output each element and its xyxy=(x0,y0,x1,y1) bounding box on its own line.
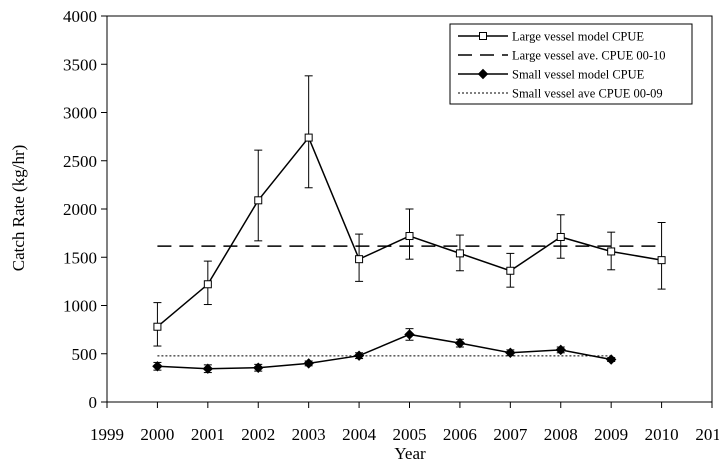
series-0 xyxy=(153,75,666,347)
y-tick-label: 0 xyxy=(89,393,98,412)
data-point xyxy=(304,133,313,142)
y-tick-label: 1500 xyxy=(63,248,97,267)
data-point xyxy=(555,344,566,356)
legend-label: Large vessel model CPUE xyxy=(512,30,644,44)
y-tick-label: 2000 xyxy=(63,200,97,219)
x-tick-label: 2010 xyxy=(645,425,679,444)
y-tick-label: 3000 xyxy=(63,104,97,123)
legend-swatch-marker xyxy=(479,32,487,40)
legend-swatch-marker xyxy=(477,68,489,80)
data-point xyxy=(153,322,162,331)
x-tick-label: 2003 xyxy=(292,425,326,444)
x-tick-label: 2005 xyxy=(393,425,427,444)
data-point xyxy=(152,361,163,372)
data-point xyxy=(303,358,314,369)
y-tick-label: 3500 xyxy=(63,55,97,74)
data-point xyxy=(203,280,212,289)
data-point xyxy=(605,354,617,365)
y-tick-label: 2500 xyxy=(63,152,97,171)
x-tick-label: 1999 xyxy=(90,425,124,444)
data-point xyxy=(405,232,414,241)
legend-label: Small vessel model CPUE xyxy=(512,68,645,82)
data-point xyxy=(404,329,415,340)
legend-label: Large vessel ave. CPUE 00-10 xyxy=(512,49,666,63)
data-point xyxy=(254,196,263,205)
y-tick-label: 1000 xyxy=(63,297,97,316)
data-point xyxy=(607,247,616,256)
y-axis-ticks: 0 500 1000 1500 2000 2500 3000 3500 4000 xyxy=(63,7,107,412)
data-point xyxy=(506,266,515,275)
legend-label: Small vessel ave CPUE 00-09 xyxy=(512,87,663,101)
x-tick-label: 2006 xyxy=(443,425,477,444)
x-tick-label: 2007 xyxy=(493,425,528,444)
y-tick-label: 4000 xyxy=(63,7,97,26)
x-axis-title: Year xyxy=(394,444,426,463)
data-point xyxy=(355,255,364,264)
legend-box xyxy=(449,23,693,105)
x-tick-label: 2011 xyxy=(695,425,719,444)
data-point xyxy=(455,249,464,258)
data-point xyxy=(454,337,466,349)
x-tick-label: 2008 xyxy=(544,425,578,444)
y-tick-label: 500 xyxy=(72,345,98,364)
x-tick-label: 2004 xyxy=(342,425,377,444)
data-point xyxy=(505,347,516,358)
x-tick-label: 2002 xyxy=(241,425,275,444)
x-tick-label: 2009 xyxy=(594,425,628,444)
data-point xyxy=(657,256,666,265)
data-point xyxy=(556,232,565,241)
series-layer xyxy=(152,75,666,374)
y-axis-title: Catch Rate (kg/hr) xyxy=(9,145,28,272)
data-point xyxy=(202,363,214,374)
x-axis-ticks: 1999 2000 2001 2002 2003 2004 2005 2006 2007 2008… xyxy=(90,402,719,444)
series-line xyxy=(157,333,612,370)
x-tick-label: 2001 xyxy=(191,425,225,444)
legend: Large vessel model CPUE Large vessel ave.… xyxy=(449,23,693,105)
x-tick-label: 2000 xyxy=(140,425,174,444)
data-point xyxy=(253,362,264,373)
series-2 xyxy=(152,328,617,374)
